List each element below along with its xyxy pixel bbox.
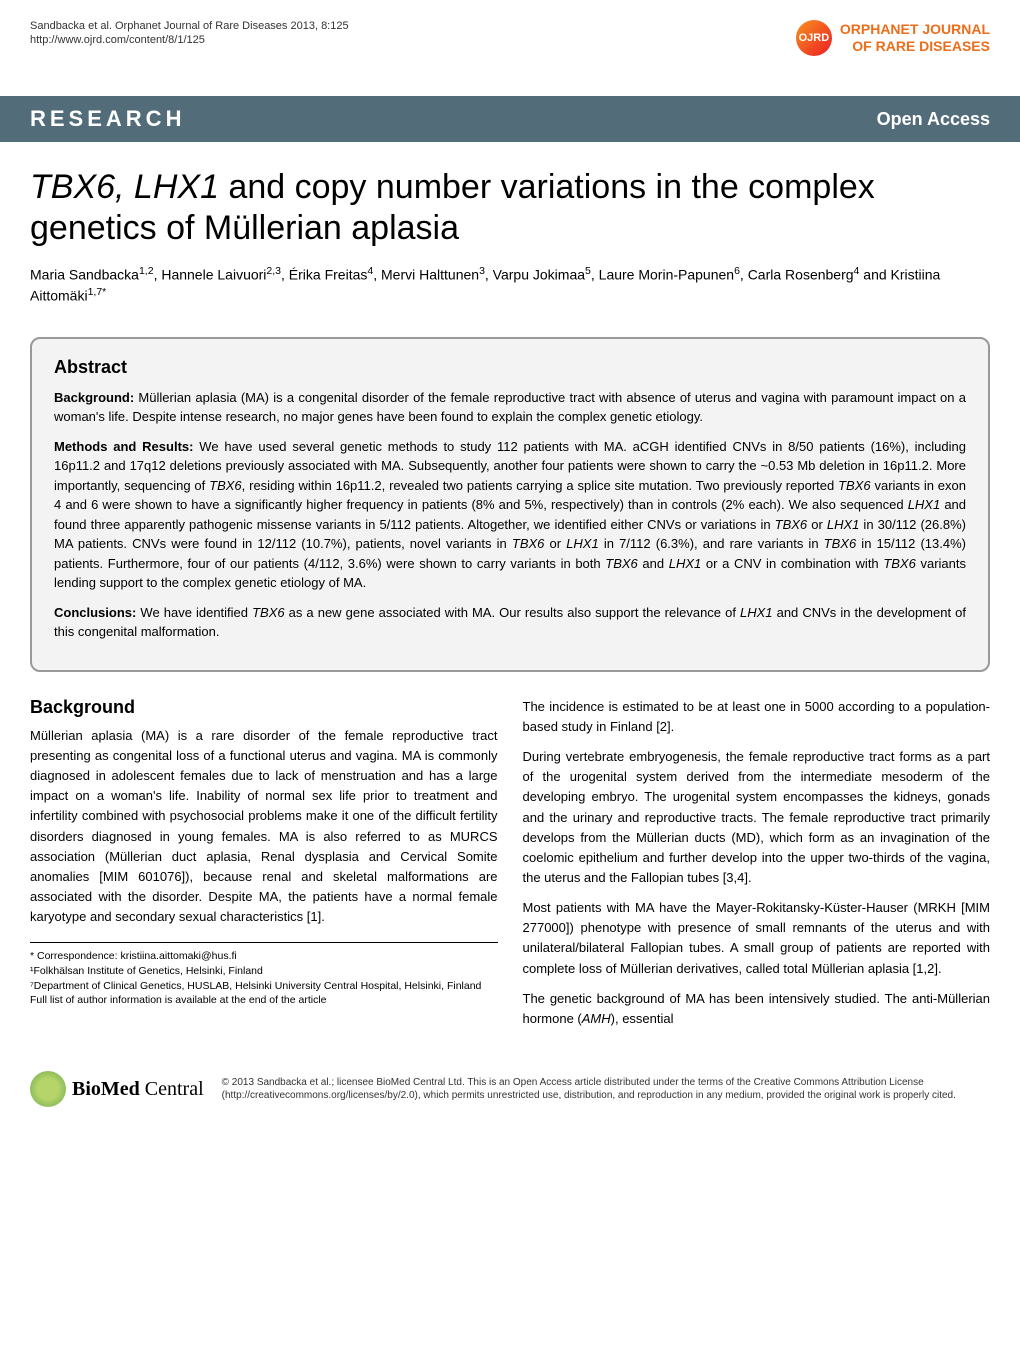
bmc-cog-icon: [30, 1071, 66, 1107]
journal-logo-icon: OJRD: [796, 20, 832, 56]
open-access-label: Open Access: [877, 109, 990, 130]
left-column: Background Müllerian aplasia (MA) is a r…: [30, 697, 498, 1039]
correspondence-note: Full list of author information is avail…: [30, 993, 498, 1008]
journal-logo-text: ORPHANET JOURNAL OF RARE DISEASES: [840, 21, 990, 55]
header-meta: Sandbacka et al. Orphanet Journal of Rar…: [0, 0, 1020, 56]
abstract-conclusions: Conclusions: We have identified TBX6 as …: [54, 603, 966, 642]
article-title: TBX6, LHX1 and copy number variations in…: [0, 142, 1020, 264]
right-p1: The incidence is estimated to be at leas…: [523, 697, 991, 737]
abstract-methods-text: We have used several genetic methods to …: [54, 439, 966, 591]
body-columns: Background Müllerian aplasia (MA) is a r…: [0, 697, 1020, 1059]
abstract-background-label: Background:: [54, 390, 134, 405]
bmc-bio: BioMed: [72, 1078, 140, 1100]
abstract-methods-label: Methods and Results:: [54, 439, 193, 454]
bmc-central: Central: [140, 1078, 204, 1100]
journal-name-line1: ORPHANET JOURNAL: [840, 21, 990, 38]
license-text: © 2013 Sandbacka et al.; licensee BioMed…: [222, 1076, 990, 1102]
abstract-box: Abstract Background: Müllerian aplasia (…: [30, 337, 990, 672]
correspondence-affil1: ¹Folkhälsan Institute of Genetics, Helsi…: [30, 964, 498, 979]
journal-logo: OJRD ORPHANET JOURNAL OF RARE DISEASES: [796, 20, 990, 56]
right-p4: The genetic background of MA has been in…: [523, 989, 991, 1029]
abstract-background: Background: Müllerian aplasia (MA) is a …: [54, 388, 966, 427]
abstract-conclusions-label: Conclusions:: [54, 605, 136, 620]
right-column: The incidence is estimated to be at leas…: [523, 697, 991, 1039]
bmc-logo-text: BioMed Central: [72, 1078, 204, 1101]
correspondence-affil2: ⁷Department of Clinical Genetics, HUSLAB…: [30, 979, 498, 994]
correspondence-block: * Correspondence: kristiina.aittomaki@hu…: [30, 942, 498, 1008]
article-type-banner: RESEARCH Open Access: [0, 96, 1020, 142]
right-p3: Most patients with MA have the Mayer-Rok…: [523, 898, 991, 979]
abstract-methods: Methods and Results: We have used severa…: [54, 437, 966, 593]
abstract-background-text: Müllerian aplasia (MA) is a congenital d…: [54, 390, 966, 425]
footer: BioMed Central © 2013 Sandbacka et al.; …: [0, 1059, 1020, 1127]
article-type-label: RESEARCH: [30, 106, 185, 132]
abstract-conclusions-text: We have identified TBX6 as a new gene as…: [54, 605, 966, 640]
authors-list: Maria Sandbacka1,2, Hannele Laivuori2,3,…: [0, 264, 1020, 327]
biomed-central-logo: BioMed Central: [30, 1071, 204, 1107]
right-p2: During vertebrate embryogenesis, the fem…: [523, 747, 991, 888]
correspondence-email: * Correspondence: kristiina.aittomaki@hu…: [30, 949, 498, 964]
background-heading: Background: [30, 697, 498, 718]
journal-name-line2: OF RARE DISEASES: [840, 38, 990, 55]
abstract-heading: Abstract: [54, 357, 966, 378]
background-p1: Müllerian aplasia (MA) is a rare disorde…: [30, 726, 498, 927]
